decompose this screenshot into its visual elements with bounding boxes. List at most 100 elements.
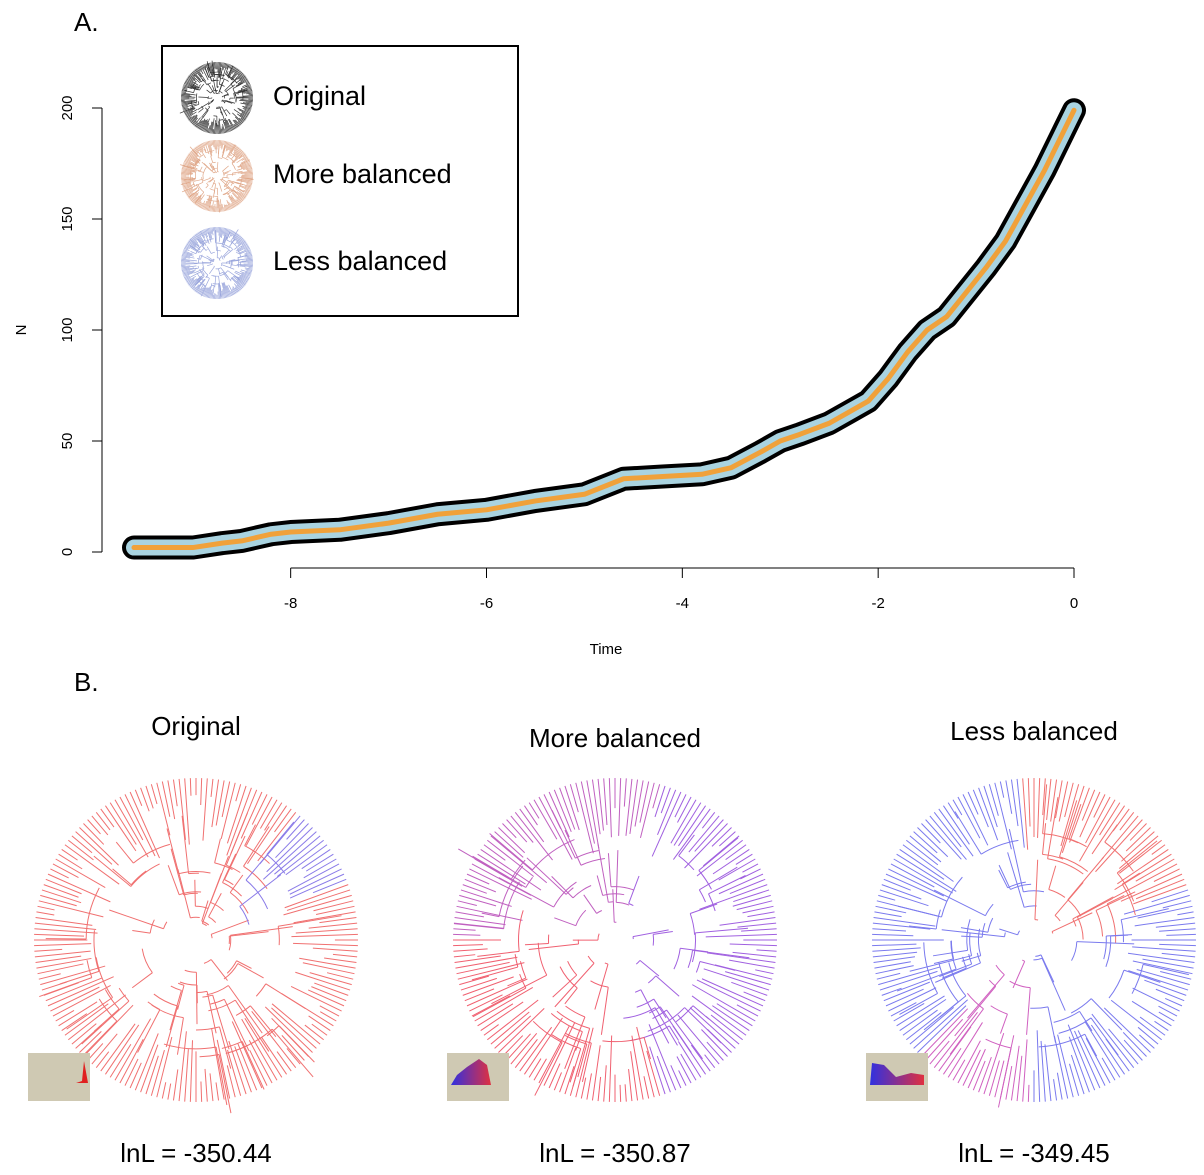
tree-branch	[235, 78, 248, 87]
tree-branch	[195, 278, 206, 293]
tree-branch	[271, 1007, 317, 1049]
tree-branch	[192, 71, 201, 81]
tree-arc	[1048, 889, 1066, 898]
tree-branch	[229, 230, 234, 238]
tree-branch	[223, 282, 229, 298]
tree-branch	[284, 884, 349, 909]
tree-branch	[222, 124, 225, 134]
tree-branch	[939, 963, 972, 977]
tree-branch	[457, 900, 477, 907]
tree-branch	[538, 796, 573, 860]
tree-branch	[230, 189, 239, 199]
tree-branch	[223, 228, 229, 244]
tree-branch	[223, 170, 231, 174]
tree-branch	[238, 184, 251, 190]
tree-arc	[213, 260, 215, 262]
tree-branch	[222, 63, 228, 79]
tree-branch	[234, 185, 249, 195]
tree-branch	[1069, 787, 1090, 843]
tree-branch	[705, 1015, 740, 1045]
tree-branch	[201, 900, 209, 922]
tree-branch	[1093, 794, 1106, 818]
tree-branch	[643, 1076, 650, 1099]
tree-branch	[166, 828, 180, 874]
tree-branch	[506, 819, 528, 843]
x-axis-label: Time	[590, 641, 623, 658]
tree-branch	[183, 107, 190, 111]
tree-arc	[565, 1005, 586, 1018]
tree-branch	[454, 955, 501, 964]
tree-arc	[228, 935, 232, 951]
tree-arc	[211, 274, 216, 277]
tree-branch	[34, 948, 63, 952]
tree-arc	[202, 922, 207, 927]
tree-branch	[233, 147, 240, 155]
tree-branch	[244, 267, 253, 270]
tree-branch	[494, 831, 524, 858]
tree-branch	[732, 951, 777, 958]
tree-branch	[655, 975, 680, 997]
tree-branch	[1118, 835, 1159, 869]
tree-branch	[204, 67, 210, 78]
tree-arc	[565, 887, 574, 895]
tree-branch	[480, 1001, 524, 1032]
tree-arc	[223, 100, 226, 104]
tree-branch	[640, 989, 670, 1044]
tree-branch	[237, 276, 248, 284]
tree-branch	[1137, 905, 1193, 919]
tree-branch	[581, 1042, 592, 1083]
tree-branch	[649, 1046, 666, 1095]
tree-branch	[208, 892, 222, 918]
tree-branch	[631, 1035, 644, 1100]
tree-branch	[225, 183, 234, 192]
tree-branch	[628, 875, 640, 904]
tree-arc	[1009, 980, 1031, 989]
tree-branch	[83, 823, 105, 845]
tree-branch	[311, 1023, 328, 1036]
tree-branch	[219, 285, 223, 299]
tree-branch	[205, 287, 210, 298]
tree-branch	[186, 156, 198, 164]
tree-branch	[702, 835, 740, 867]
tree-branch	[883, 878, 911, 891]
tree-branch	[652, 784, 661, 809]
tree-branch	[324, 957, 357, 964]
tree-branch	[740, 868, 761, 880]
tree-branch	[198, 231, 202, 237]
tree-branch	[897, 905, 942, 918]
tree-arc	[224, 879, 234, 886]
tree-arc	[1072, 918, 1077, 927]
tree-arc	[170, 985, 182, 991]
tree-branch	[183, 185, 193, 190]
tree-branch	[240, 265, 253, 268]
tree-arc	[104, 989, 120, 1010]
tree-branch	[192, 168, 201, 172]
tree-branch	[471, 995, 511, 1017]
tree-branch	[216, 162, 219, 172]
tree-branch	[718, 858, 756, 881]
tree-branch	[181, 258, 197, 262]
tree-arc	[990, 1005, 1008, 1015]
tree-branch	[222, 853, 237, 883]
tree-branch	[533, 799, 558, 840]
tree-branch	[1081, 789, 1096, 821]
tree-branch	[190, 103, 200, 108]
tree-branch	[191, 149, 199, 157]
tree-branch	[193, 178, 204, 182]
tree-branch	[293, 942, 358, 947]
tree-branch	[197, 170, 204, 173]
tree-branch	[278, 1025, 315, 1063]
tree-branch	[938, 1026, 972, 1072]
tree-branch	[736, 1004, 759, 1017]
tree-branch	[1128, 970, 1189, 991]
tree-arc	[205, 150, 215, 154]
tree-branch	[222, 289, 225, 299]
tree-branch	[528, 802, 540, 819]
tree-branch	[36, 911, 55, 916]
tree-branch	[921, 1008, 969, 1057]
tree-arc	[556, 1010, 590, 1029]
tree-branch	[189, 85, 200, 91]
tree-arc	[647, 1007, 685, 1032]
tree-branch	[205, 122, 210, 133]
tree-branch	[225, 812, 248, 866]
